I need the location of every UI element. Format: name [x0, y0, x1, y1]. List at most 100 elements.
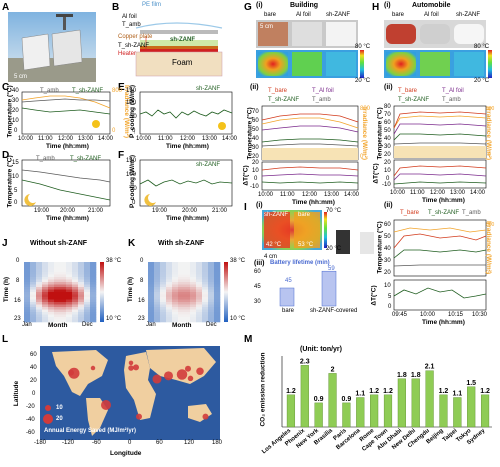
k-cell [202, 289, 209, 293]
j-cell [54, 282, 61, 285]
j-cell [66, 269, 73, 273]
j-cell [90, 269, 97, 273]
l-city-dot [128, 360, 134, 366]
j-cell [36, 267, 43, 270]
j-cell [72, 292, 79, 295]
j-cell [66, 309, 73, 313]
k-cell [196, 284, 203, 288]
j-cell [60, 307, 67, 310]
j-cell [48, 264, 55, 268]
c-y2tick-4: 800 [112, 88, 123, 94]
j-cell [60, 317, 67, 320]
k-cell [196, 262, 203, 265]
k-cell [160, 302, 167, 305]
m-bar-value: 1.5 [466, 380, 476, 387]
g-legend-al: T_Al foil [312, 88, 334, 94]
k-cell [148, 274, 155, 278]
j-cell [90, 279, 97, 283]
k-cell [214, 289, 221, 293]
k-cell [172, 267, 179, 270]
k-cell [184, 297, 191, 300]
c-xtick-0: 10:00 [18, 136, 34, 142]
j-cell [36, 262, 43, 265]
j-cell [72, 262, 79, 265]
j-cell [90, 274, 97, 278]
k-cell [190, 267, 197, 270]
h-ytick-6: 80 [384, 104, 391, 110]
k-cell [190, 284, 197, 288]
k-cell [196, 269, 203, 273]
j-cell [78, 287, 85, 290]
l-xlabel: Longitude [110, 450, 142, 457]
j-cell [30, 269, 37, 273]
l-xtick-2: -60 [92, 440, 101, 446]
iii-y2tick-0: 0 [486, 270, 489, 276]
k-cell [190, 307, 197, 310]
j-cell [42, 277, 49, 280]
k-cell [166, 267, 173, 270]
panel-label-e: E [118, 82, 125, 93]
k-cell [214, 274, 221, 278]
k-cell [148, 314, 155, 318]
k-cell [190, 287, 197, 290]
g-ytick-2: 40 [252, 136, 259, 142]
panel-label-b: B [112, 2, 120, 13]
j-cell [72, 319, 79, 323]
k-cell [172, 314, 179, 318]
k-cell [202, 312, 209, 315]
i-cbar-min: 20 °C [326, 246, 342, 252]
j-cell [90, 282, 97, 285]
j-cell [36, 282, 43, 285]
panel-label-c: C [2, 82, 10, 93]
k-cell [214, 307, 221, 310]
g-sh-line [261, 138, 359, 143]
h-legend-sh: T_sh-ZANF [398, 97, 430, 103]
k-cell [172, 317, 179, 320]
k-cell [148, 294, 155, 298]
j-cell [84, 262, 91, 265]
f-ytick-3: 150 [126, 158, 137, 164]
m-bar-value: 0.9 [314, 396, 324, 403]
j-cell [42, 294, 49, 298]
j-cell [48, 292, 55, 295]
k-cell [148, 292, 155, 295]
k-cell [166, 269, 173, 273]
h-cbar-max: 80 °C [474, 44, 490, 50]
k-cell [178, 297, 185, 300]
j-cell [60, 289, 67, 293]
k-cell [202, 262, 209, 265]
k-cell [214, 309, 221, 313]
h-y2tick-4: 800 [486, 106, 495, 112]
c-tsh-line [21, 107, 111, 115]
j-cell [60, 279, 67, 283]
m-bar [453, 397, 462, 428]
g-dtick-0: -10 [250, 184, 259, 190]
k-cell [196, 294, 203, 298]
k-cell [166, 299, 173, 303]
iii-xtick-1: 10:00 [420, 312, 436, 318]
c-irradiance-line [21, 95, 111, 109]
k-cell [172, 297, 179, 300]
j-cell [24, 312, 31, 315]
k-cell [148, 302, 155, 305]
j-cell [60, 304, 67, 308]
j-cell [24, 289, 31, 293]
k-ylabel: Time (h) [127, 276, 135, 303]
j-cell [72, 282, 79, 285]
k-cell [208, 289, 215, 293]
g-scale: 5 cm [260, 24, 274, 30]
k-cell [172, 287, 179, 290]
k-cell [190, 317, 197, 320]
j-cell [60, 269, 67, 273]
j-cell [90, 272, 97, 275]
panel-i [262, 210, 374, 306]
j-cell [48, 277, 55, 280]
j-ytick-1: 8 [16, 278, 20, 284]
j-cell [72, 279, 79, 283]
k-cell [208, 307, 215, 310]
j-cell [30, 302, 37, 305]
k-cell [160, 292, 167, 295]
j-cell [36, 307, 43, 310]
k-cell [166, 264, 173, 268]
i-ytick-2: 60 [254, 269, 261, 275]
